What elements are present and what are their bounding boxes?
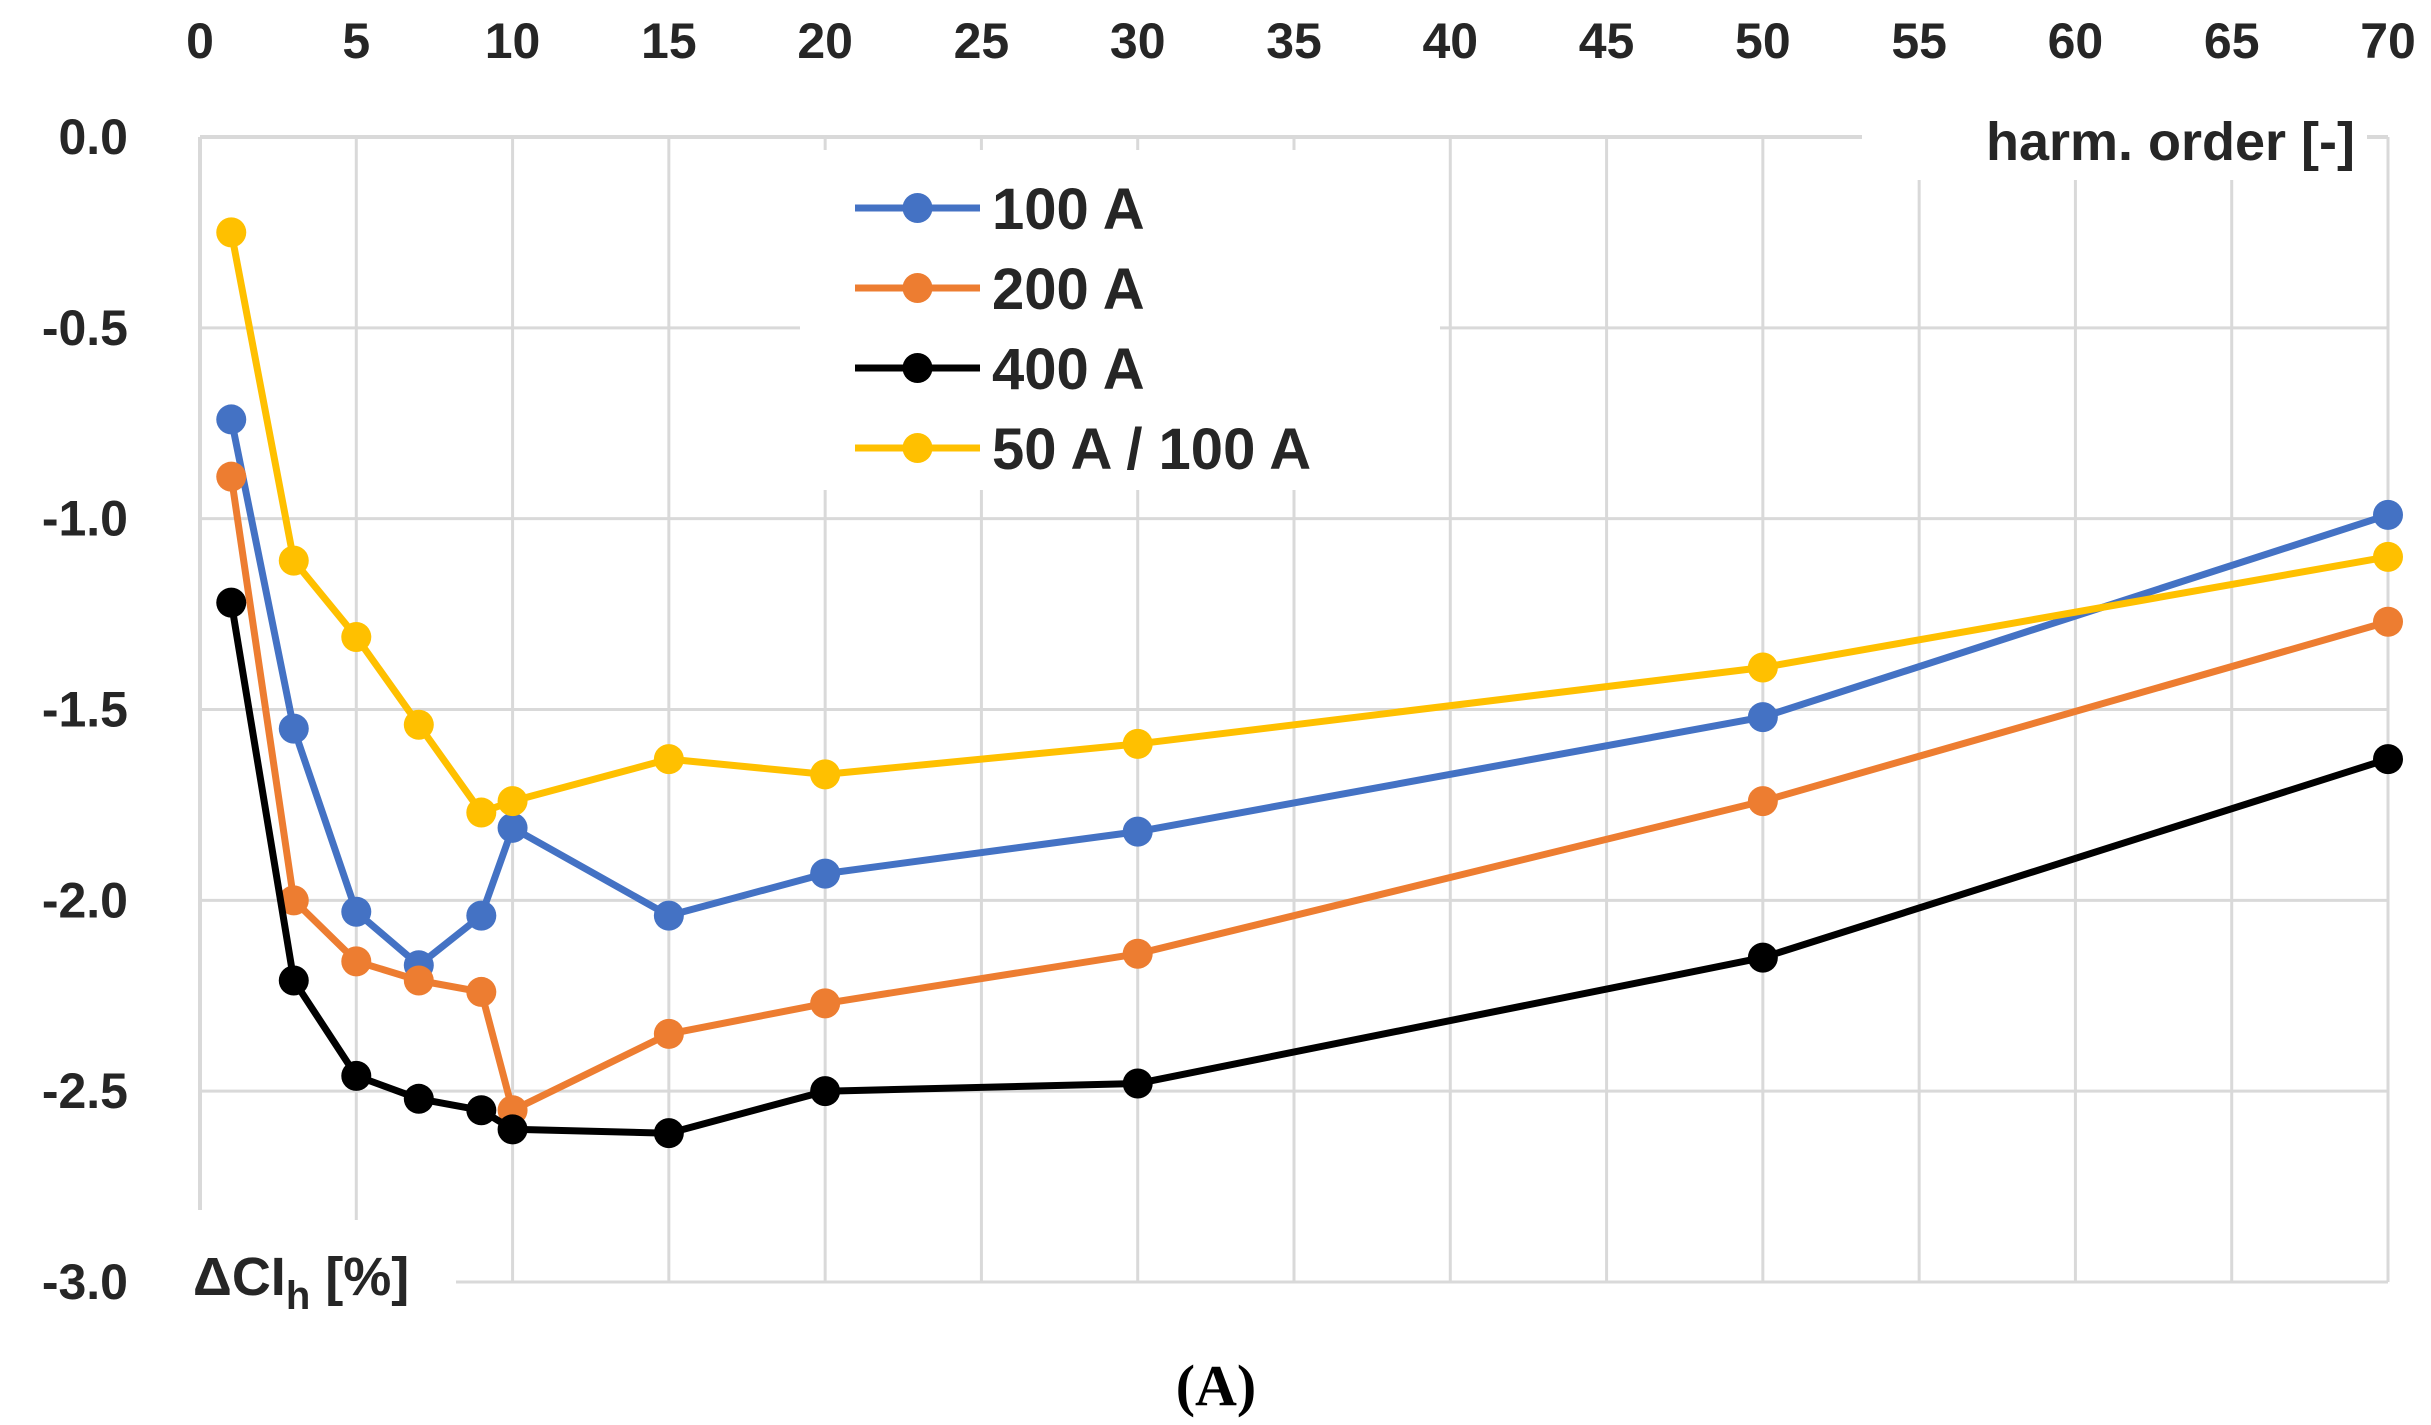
legend-label: 200 A [992,257,1145,322]
data-point [2373,541,2403,572]
data-point [216,587,247,618]
data-point [403,1083,434,1114]
data-point [2373,744,2403,775]
x-tick-label: 15 [641,13,697,69]
data-point [810,1076,841,1107]
y-tick-label: -1.0 [42,491,128,547]
data-point [278,713,309,744]
data-point [466,900,497,931]
data-point [2373,499,2403,530]
x-tick-label: 70 [2360,13,2416,69]
legend-swatch-marker [902,193,933,223]
y-tick-label: 0.0 [58,109,128,165]
data-point [653,744,684,775]
data-point [653,1018,684,1049]
x-tick-label: 45 [1579,13,1635,69]
legend-swatch-marker [902,353,933,383]
series-line [227,473,2392,1114]
series-2 [216,461,2403,1126]
x-tick-label: 10 [485,13,541,69]
series-line [227,415,2392,969]
y-tick-label: -2.0 [42,872,128,928]
data-point [278,885,309,916]
data-point [216,461,247,492]
x-axis-title: harm. order [-] [1986,112,2355,172]
data-point [341,621,372,652]
data-series [216,217,2403,1149]
x-tick-label: 35 [1266,13,1322,69]
legend-label: 100 A [992,177,1145,242]
y-axis-title-background [186,1220,456,1335]
series-line [227,599,2392,1137]
y-tick-label: -3.0 [42,1254,128,1310]
data-point [653,1118,684,1149]
legend-swatch-marker [902,433,933,463]
y-axis-title-prefix: ΔCI [193,1247,286,1307]
data-point [466,976,497,1007]
data-point [1122,938,1153,969]
y-axis-title-subscript: h [286,1274,310,1318]
data-point [1122,1068,1153,1099]
data-point [1747,702,1778,733]
data-point [278,965,309,996]
x-tick-label: 50 [1735,13,1791,69]
x-tick-label: 65 [2204,13,2260,69]
data-point [1122,728,1153,759]
y-axis-title: ΔCIh [%] [193,1247,409,1318]
data-point [466,797,497,828]
y-axis-title-suffix: [%] [310,1247,409,1307]
data-point [341,1060,372,1091]
data-point [1747,652,1778,683]
tick-labels: 0 5 10 15 20 25 30 35 40 45 50 55 60 65 70 0.0 -0.5 -1.0 -… [42,13,2416,1310]
data-point [341,896,372,927]
data-point [1747,942,1778,973]
y-tick-label: -0.5 [42,300,128,356]
data-point [403,709,434,740]
x-tick-label: 60 [2048,13,2104,69]
legend-swatch-marker [902,273,933,303]
data-point [810,759,841,790]
data-point [497,812,528,843]
data-point [216,217,247,248]
data-point [810,858,841,889]
series-3 [216,587,2403,1149]
data-point [653,900,684,931]
x-tick-label: 5 [342,13,370,69]
y-tick-label: -2.5 [42,1063,128,1119]
data-point [341,946,372,977]
x-tick-label: 20 [797,13,853,69]
figure-caption: (A) [1176,1353,1257,1418]
data-point [1747,786,1778,817]
data-point [2373,606,2403,637]
legend-label: 50 A / 100 A [992,417,1311,482]
data-point [810,988,841,1019]
x-tick-label: 30 [1110,13,1166,69]
x-axis-title-background [1862,100,2367,180]
x-tick-label: 40 [1422,13,1478,69]
x-tick-label: 0 [186,13,214,69]
legend-label: 400 A [992,337,1145,402]
data-point [216,404,247,435]
data-point [403,965,434,996]
y-tick-label: -1.5 [42,682,128,738]
data-point [1122,816,1153,847]
legend: 100 A 200 A 400 A 50 A / 100 A [800,150,1440,490]
data-point [497,786,528,817]
series-4 [216,217,2403,828]
data-point [278,545,309,576]
data-point [466,1095,497,1126]
data-point [497,1114,528,1145]
x-tick-label: 25 [954,13,1010,69]
x-tick-label: 55 [1891,13,1947,69]
